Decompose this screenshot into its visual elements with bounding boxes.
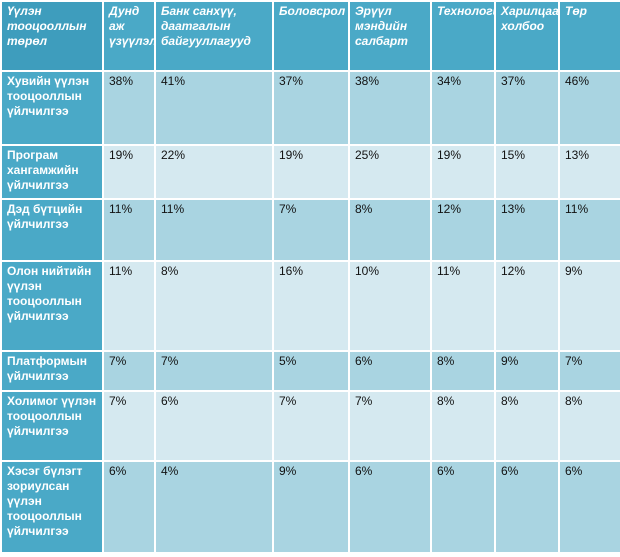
- table-cell: 46%: [558, 70, 620, 146]
- table-cell: 16%: [272, 260, 350, 352]
- table-cell: 19%: [430, 144, 496, 200]
- table-row: Платформын үйлчилгээ 7% 7% 5% 6% 8% 9% 7…: [0, 350, 620, 392]
- table-cell: 7%: [102, 390, 156, 462]
- table-cell: 6%: [558, 460, 620, 554]
- table-row: Програм хангамжийн үйлчилгээ 19% 22% 19%…: [0, 144, 620, 200]
- table-cell: 9%: [558, 260, 620, 352]
- header-cell-cloud-type: Үүлэн тооцооллын төрөл: [0, 0, 104, 72]
- table-cell: 11%: [102, 198, 156, 262]
- table-cell: 6%: [154, 390, 274, 462]
- table-row: Хэсэг бүлэгт зориулсан үүлэн тооцооллын …: [0, 460, 620, 554]
- table-cell: 25%: [348, 144, 432, 200]
- table-cell: 12%: [494, 260, 560, 352]
- row-label: Дэд бүтцийн үйлчилгээ: [0, 198, 104, 262]
- table-cell: 7%: [348, 390, 432, 462]
- table-row: Олон нийтийн үүлэн тооцооллын үйлчилгээ …: [0, 260, 620, 352]
- table-cell: 7%: [272, 198, 350, 262]
- table-cell: 13%: [558, 144, 620, 200]
- table-cell: 4%: [154, 460, 274, 554]
- row-label: Олон нийтийн үүлэн тооцооллын үйлчилгээ: [0, 260, 104, 352]
- table-cell: 11%: [154, 198, 274, 262]
- table-cell: 7%: [102, 350, 156, 392]
- row-label: Платформын үйлчилгээ: [0, 350, 104, 392]
- row-label: Хэсэг бүлэгт зориулсан үүлэн тооцооллын …: [0, 460, 104, 554]
- table-cell: 9%: [494, 350, 560, 392]
- table-cell: 9%: [272, 460, 350, 554]
- header-cell-telecom: Харилцаа холбоо: [494, 0, 560, 72]
- table-row: Дэд бүтцийн үйлчилгээ 11% 11% 7% 8% 12% …: [0, 198, 620, 262]
- table-cell: 8%: [494, 390, 560, 462]
- header-cell-healthcare: Эрүүл мэндийн салбарт: [348, 0, 432, 72]
- table-cell: 6%: [348, 460, 432, 554]
- table-cell: 6%: [494, 460, 560, 554]
- table-cell: 12%: [430, 198, 496, 262]
- table-cell: 6%: [102, 460, 156, 554]
- row-label: Хувийн үүлэн тооцооллын үйлчилгээ: [0, 70, 104, 146]
- header-cell-government: Төр: [558, 0, 620, 72]
- table-cell: 8%: [430, 390, 496, 462]
- table-cell: 7%: [154, 350, 274, 392]
- table-cell: 11%: [102, 260, 156, 352]
- table-cell: 10%: [348, 260, 432, 352]
- row-label: Програм хангамжийн үйлчилгээ: [0, 144, 104, 200]
- table-cell: 6%: [430, 460, 496, 554]
- table-cell: 7%: [272, 390, 350, 462]
- table-cell: 8%: [348, 198, 432, 262]
- table-cell: 19%: [102, 144, 156, 200]
- table-cell: 8%: [558, 390, 620, 462]
- header-cell-average: Дунд аж үзүүлэлт: [102, 0, 156, 72]
- table-cell: 15%: [494, 144, 560, 200]
- table-cell: 11%: [430, 260, 496, 352]
- header-cell-banking-insurance: Банк санхүү, даатгалын байгууллагууд: [154, 0, 274, 72]
- table-cell: 22%: [154, 144, 274, 200]
- table-cell: 7%: [558, 350, 620, 392]
- header-cell-education: Боловсрол: [272, 0, 350, 72]
- table-cell: 41%: [154, 70, 274, 146]
- header-row: Үүлэн тооцооллын төрөл Дунд аж үзүүлэлт …: [0, 0, 620, 72]
- table-cell: 11%: [558, 198, 620, 262]
- row-label: Холимог үүлэн тооцооллын үйлчилгээ: [0, 390, 104, 462]
- table-cell: 5%: [272, 350, 350, 392]
- table-cell: 13%: [494, 198, 560, 262]
- table-cell: 19%: [272, 144, 350, 200]
- header-cell-technology: Технологи: [430, 0, 496, 72]
- table-cell: 37%: [272, 70, 350, 146]
- table-cell: 34%: [430, 70, 496, 146]
- table-cell: 8%: [154, 260, 274, 352]
- table-cell: 38%: [102, 70, 156, 146]
- table-cell: 38%: [348, 70, 432, 146]
- table-cell: 37%: [494, 70, 560, 146]
- table-cell: 8%: [430, 350, 496, 392]
- table-row: Хувийн үүлэн тооцооллын үйлчилгээ 38% 41…: [0, 70, 620, 146]
- table-cell: 6%: [348, 350, 432, 392]
- table-row: Холимог үүлэн тооцооллын үйлчилгээ 7% 6%…: [0, 390, 620, 462]
